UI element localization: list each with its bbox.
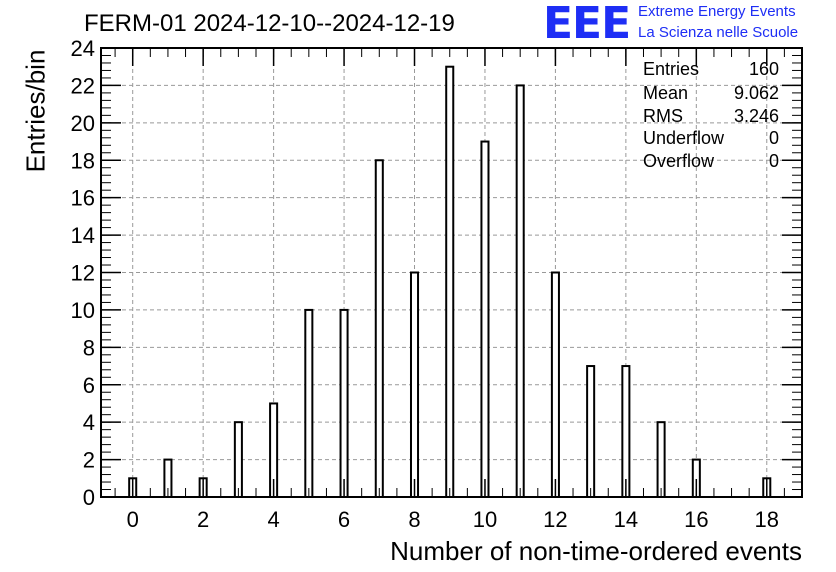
y-tick-label: 22 [71,73,95,98]
x-axis-label: Number of non-time-ordered events [390,536,802,566]
x-tick-label: 4 [267,507,279,532]
histogram-bar [409,271,420,498]
x-tick-label: 6 [338,507,350,532]
x-tick-label: 16 [684,507,708,532]
y-tick-label: 2 [83,448,95,473]
y-tick-label: 0 [83,485,95,510]
x-tick-label: 8 [408,507,420,532]
histogram-bar [445,65,455,498]
y-tick-label: 14 [71,223,95,248]
x-tick-label: 18 [755,507,779,532]
y-tick-label: 8 [83,335,95,360]
histogram-bar [621,365,631,498]
chart-title: FERM-01 2024-12-10--2024-12-19 [84,10,455,37]
stat-value: 3.246 [733,106,779,126]
histogram-bar [480,140,490,499]
histogram-bar [586,365,596,498]
y-tick-label: 12 [71,261,95,286]
eee-logo-mark: EEE [543,0,631,49]
y-tick-label: 6 [83,373,95,398]
stat-value: 0 [768,128,779,148]
x-tick-label: 10 [473,507,497,532]
stat-value: 160 [748,59,779,79]
y-tick-label: 10 [71,298,95,323]
histogram-bar [656,421,666,498]
stat-label: Mean [643,83,689,103]
stat-label: Entries [643,59,700,79]
stat-label: RMS [643,106,683,126]
y-tick-label: 24 [71,36,95,61]
stat-value: 0 [768,151,779,171]
stat-label: Overflow [643,151,715,171]
y-tick-label: 18 [71,148,95,173]
histogram-bar [339,308,349,498]
logo-text-line1: Extreme Energy Events [638,3,796,20]
axis-ticks [101,47,803,498]
histogram-bar [233,421,243,498]
y-tick-label: 4 [83,410,95,435]
x-tick-label: 14 [614,507,638,532]
x-tick-label: 12 [543,507,567,532]
stat-value: 9.062 [733,83,779,103]
stat-label: Underflow [643,128,725,148]
histogram-bar [304,308,314,498]
y-tick-label: 20 [71,111,95,136]
histogram-bar [374,159,384,498]
y-tick-label: 16 [71,186,95,211]
histogram-bar [515,84,525,499]
histogram-bar [550,271,560,498]
x-tick-label: 0 [127,507,139,532]
logo-text-line2: La Scienza nelle Scuole [638,24,799,41]
x-tick-label: 2 [197,507,209,532]
